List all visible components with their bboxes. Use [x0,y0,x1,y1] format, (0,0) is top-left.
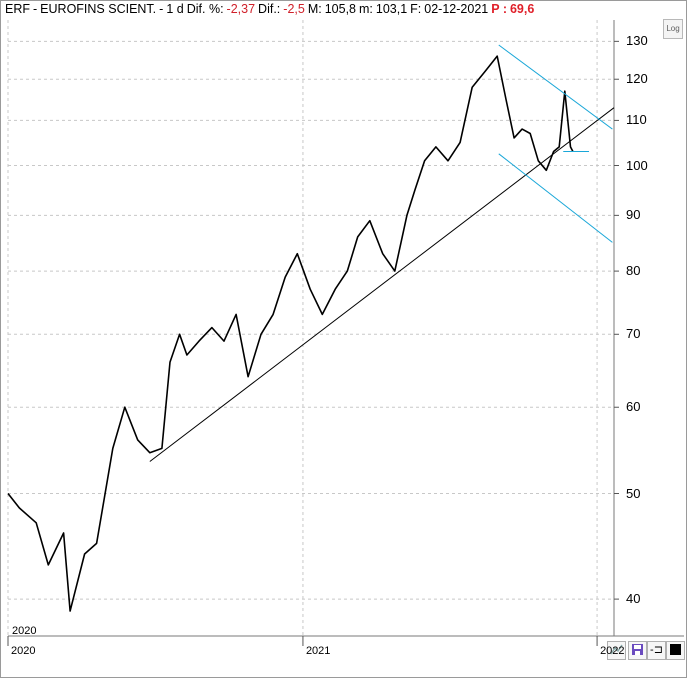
p-label: P : [491,2,507,16]
max-value: 105,8 [324,2,356,16]
y-tick-label: 70 [626,326,641,342]
date-value: 02-12-2021 [424,2,489,16]
y-tick-label: 120 [626,71,648,87]
year-tag: 2020 [12,625,37,637]
x-tick-label: 2022 [600,645,625,657]
pin-icon[interactable]: -⊐ [647,641,666,660]
y-tick-label: 100 [626,157,648,173]
log-scale-button[interactable]: Log [663,19,683,39]
dif-value: -2,5 [283,2,305,16]
company-name: EUROFINS SCIENT. [40,2,157,16]
separator: - [33,2,38,16]
min-value: 103,1 [375,2,408,16]
dif-pct-value: -2,37 [226,2,256,16]
color-swatch-icon[interactable] [666,641,685,660]
x-tick-label: 2021 [305,645,331,657]
p-value: 69,6 [509,2,535,16]
period: 1 d [166,2,184,16]
y-tick-label: 50 [626,485,641,501]
support-trendline [149,107,615,462]
y-tick-label: 130 [626,33,648,49]
separator: - [159,2,164,16]
ticker: ERF [5,2,30,16]
min-label: m: [359,2,373,16]
price-series-line [7,55,574,612]
chart-zoom-icon[interactable] [607,641,626,660]
channel-upper-line [498,44,613,130]
dif-pct-label: Dif. %: [186,2,224,16]
chart-header: ERF - EUROFINS SCIENT. -1 d Dif. %: -2,37 Dif.… [3,2,540,18]
save-icon[interactable] [628,641,647,660]
dif-label: Dif.: [258,2,281,16]
date-label: F: [410,2,422,16]
y-tick-label: 110 [626,112,647,128]
y-tick-label: 60 [626,399,641,415]
y-tick-label: 90 [626,207,641,223]
x-tick-label: 2020 [11,645,36,657]
y-tick-label: 40 [626,591,641,607]
max-label: M: [307,2,322,16]
y-tick-label: 80 [626,263,641,279]
channel-lower-line [498,153,613,243]
